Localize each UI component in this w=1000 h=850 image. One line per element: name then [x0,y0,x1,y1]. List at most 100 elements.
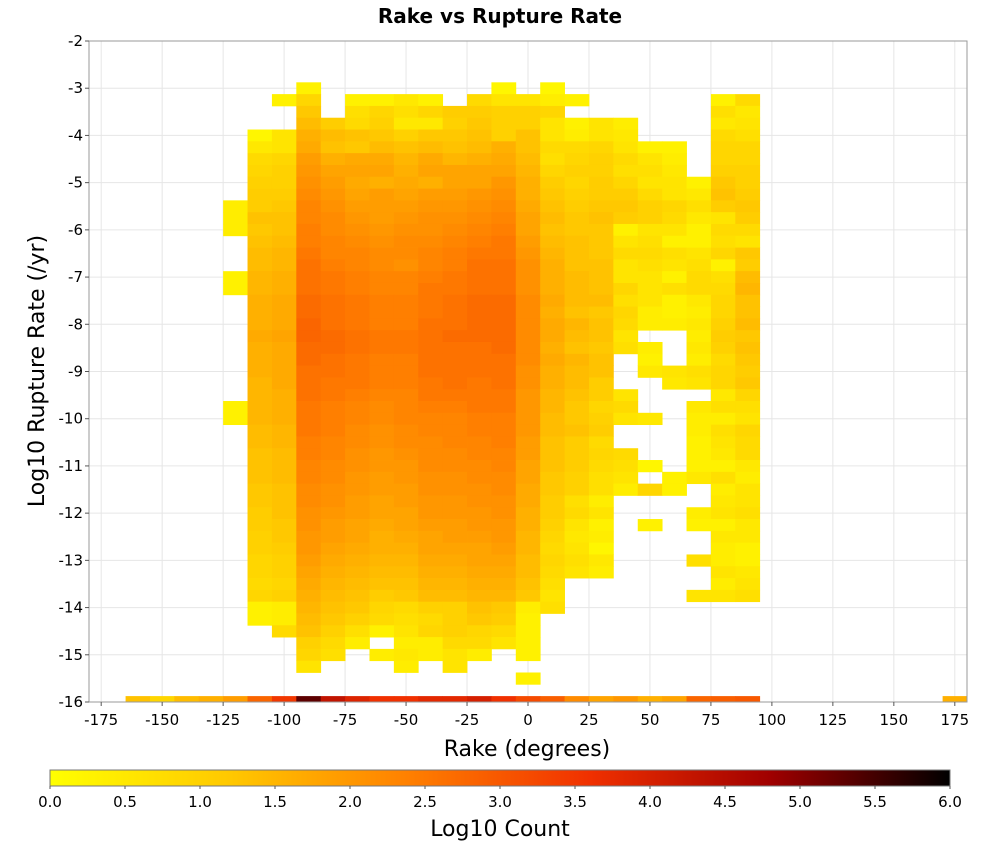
heatmap-cell [588,436,614,449]
heatmap-cell [515,471,541,485]
heatmap-cell [271,460,297,473]
heatmap-cell [320,223,346,237]
heatmap-cell [369,223,395,237]
heatmap-cell [515,153,541,166]
heatmap-cell [320,188,346,201]
heatmap-cell [588,566,614,579]
heatmap-cell [418,247,444,260]
heatmap-cell [662,164,687,178]
heatmap-cell [442,660,468,673]
heatmap-cell [564,200,590,213]
heatmap-cell [467,436,492,449]
heatmap-cell [320,341,346,355]
colorbar-tick-label: 0.5 [113,793,137,811]
heatmap-cell [223,212,248,225]
y-tick-label: -5 [68,174,83,192]
heatmap-cell [588,696,614,703]
heatmap-cell [271,294,297,307]
heatmap-cell [515,601,541,614]
heatmap-cell [271,141,297,154]
heatmap-cell [710,566,736,579]
heatmap-cell [345,282,370,296]
heatmap-cell [467,259,492,272]
heatmap-cell [540,530,565,544]
heatmap-cell [491,129,517,142]
heatmap-cell [637,235,663,248]
heatmap-cell [345,259,370,272]
heatmap-cell [540,94,565,107]
heatmap-cell [418,188,444,201]
heatmap-cell [393,401,419,414]
heatmap-cell [296,330,322,343]
heatmap-cell [515,436,541,449]
heatmap-cell [418,94,444,107]
heatmap-cell [345,460,370,473]
heatmap-cell [442,495,468,508]
heatmap-cell [320,176,346,189]
heatmap-cell [271,377,297,390]
heatmap-cell [369,578,395,591]
heatmap-cell [613,235,639,248]
heatmap-cell [271,306,297,319]
heatmap-cell [710,129,736,142]
heatmap-cell [369,401,395,414]
x-tick-label: 100 [758,711,787,729]
heatmap-cell [662,365,687,378]
heatmap-cell [515,164,541,178]
heatmap-cell [393,566,419,579]
colorbar-tick-label: 6.0 [938,793,962,811]
heatmap-cell [271,696,297,703]
heatmap-cell [588,282,614,296]
heatmap-cell [271,554,297,567]
heatmap-cell [296,341,322,355]
heatmap-cell [467,294,492,307]
heatmap-cell [637,412,663,426]
heatmap-cell [735,259,761,272]
heatmap-cell [271,353,297,366]
heatmap-cell [247,589,273,603]
heatmap-cell [467,483,492,496]
heatmap-cell [710,519,736,532]
heatmap-cell [418,117,444,130]
heatmap-cell [467,530,492,544]
heatmap-cell [247,200,273,213]
heatmap-cell [686,247,712,260]
heatmap-cell [686,235,712,248]
heatmap-cell [613,259,639,272]
heatmap-cell [467,176,492,189]
heatmap-cell [686,188,712,201]
heatmap-cell [491,578,517,591]
heatmap-cell [686,519,712,532]
heatmap-cell [613,271,639,284]
heatmap-cell [247,282,273,296]
heatmap-cell [320,625,346,638]
heatmap-cell [491,164,517,178]
heatmap-cell [491,401,517,414]
heatmap-cell [393,129,419,142]
heatmap-cell [613,129,639,142]
x-tick-label: 175 [940,711,969,729]
heatmap-cell [369,200,395,213]
heatmap-cell [247,424,273,437]
heatmap-cell [491,601,517,614]
heatmap-cell [223,223,248,237]
heatmap-cell [393,153,419,166]
heatmap-cell [345,212,370,225]
heatmap-cell [442,625,468,638]
heatmap-cell [588,117,614,130]
heatmap-cell [345,306,370,319]
colorbar-gradient [49,769,951,787]
heatmap-cell [735,460,761,473]
heatmap-cell [369,436,395,449]
heatmap-cell [540,318,565,331]
heatmap-cell [588,389,614,402]
heatmap-cell [540,412,565,426]
heatmap-cell [710,117,736,130]
heatmap-cell [540,589,565,603]
heatmap-cell [613,330,639,343]
heatmap-cell [735,282,761,296]
heatmap-cell [686,282,712,296]
heatmap-cell [467,424,492,437]
heatmap-cell [467,389,492,402]
heatmap-cell [418,448,444,461]
